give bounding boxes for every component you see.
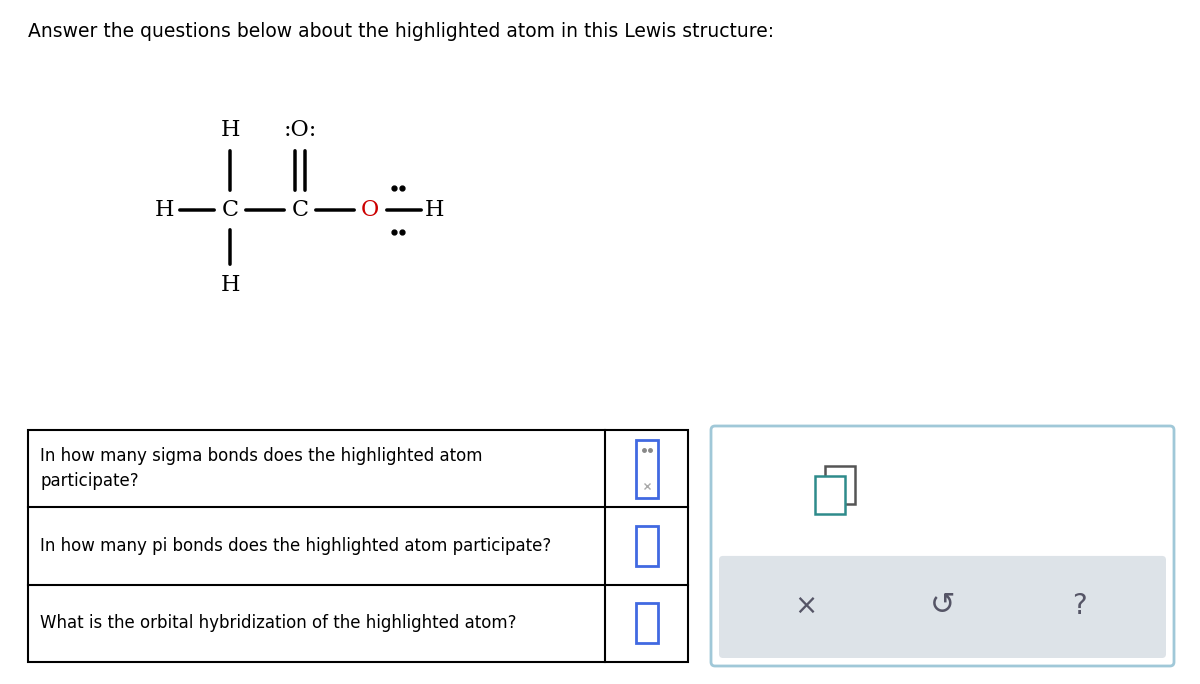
FancyBboxPatch shape <box>719 556 1166 658</box>
Text: O: O <box>361 199 379 221</box>
Text: H: H <box>221 119 240 141</box>
Bar <box>636 603 658 644</box>
Text: H: H <box>221 274 240 296</box>
Bar <box>815 475 845 514</box>
Text: In how many pi bonds does the highlighted atom participate?: In how many pi bonds does the highlighte… <box>40 537 551 555</box>
Text: H: H <box>425 199 445 221</box>
Text: Answer the questions below about the highlighted atom in this Lewis structure:: Answer the questions below about the hig… <box>28 22 774 41</box>
Bar <box>28 430 688 662</box>
Text: ↺: ↺ <box>930 592 955 620</box>
Text: In how many sigma bonds does the highlighted atom
participate?: In how many sigma bonds does the highlig… <box>40 447 482 490</box>
Text: :O:: :O: <box>283 119 317 141</box>
Text: ?: ? <box>1072 592 1086 620</box>
FancyBboxPatch shape <box>710 426 1174 666</box>
Text: What is the orbital hybridization of the highlighted atom?: What is the orbital hybridization of the… <box>40 614 516 632</box>
Bar <box>636 526 658 566</box>
Text: C: C <box>222 199 239 221</box>
Text: ×: × <box>794 592 817 620</box>
Bar <box>636 440 658 498</box>
Bar <box>826 466 856 503</box>
Text: C: C <box>292 199 308 221</box>
Text: H: H <box>155 199 175 221</box>
